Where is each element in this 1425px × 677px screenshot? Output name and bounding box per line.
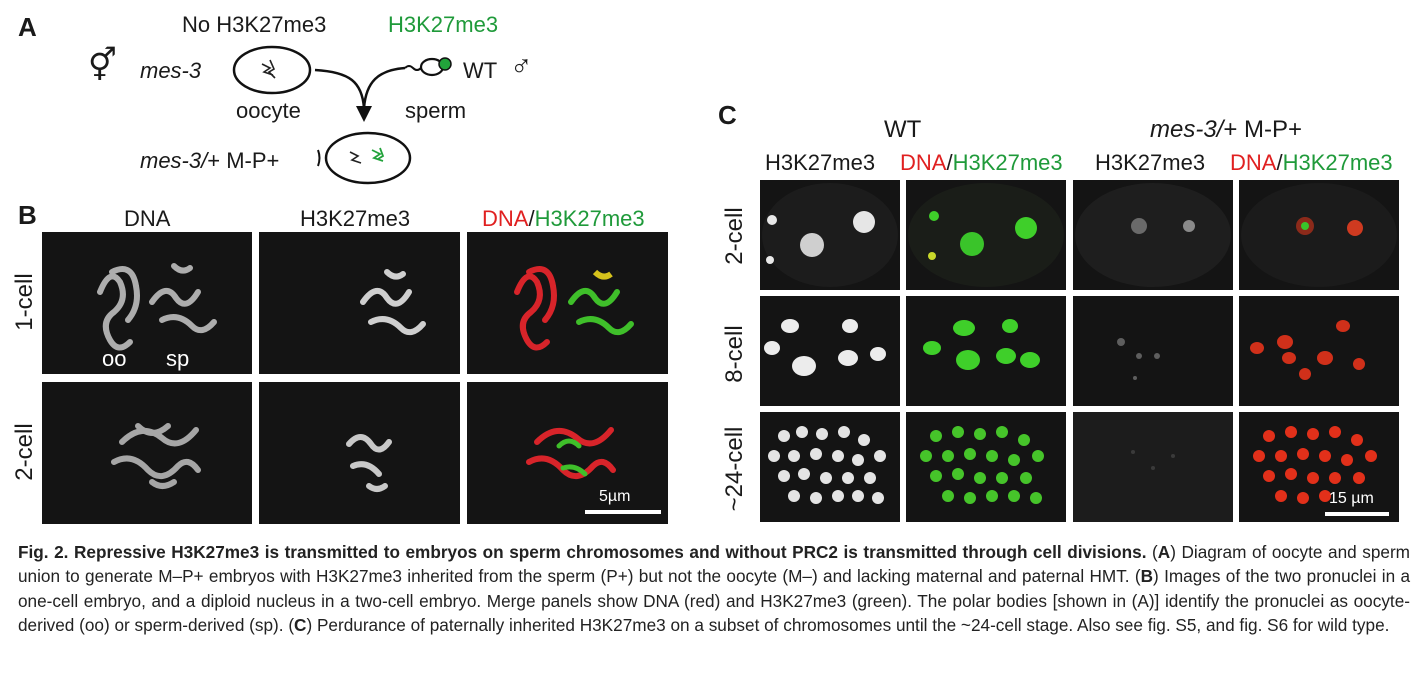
embryo-cell-icon [324, 131, 412, 185]
c-wt-header: WT [884, 116, 922, 143]
h3k27me3-label: H3K27me3 [388, 12, 499, 37]
c-row-2cell-label: 2-cell [721, 207, 748, 265]
c-mut-2cell-merge-image [1239, 180, 1399, 290]
oocyte-label: oocyte [236, 98, 301, 123]
no-h3k27me3-label: No H3K27me3 [182, 12, 327, 37]
c-wt-24cell-merge-image [906, 412, 1066, 522]
mating-diagram [232, 45, 452, 185]
c-mut-24cell-merge-image: 15 µm [1239, 412, 1399, 522]
b-2cell-merge-image: 5µm [467, 382, 668, 524]
c-col4-header: DNA/H3K27me3 [1230, 150, 1393, 176]
c-mut-8cell-merge-image [1239, 296, 1399, 406]
c-wt-2cell-merge-image [906, 180, 1066, 290]
figure-caption: Fig. 2. Repressive H3K27me3 is transmitt… [18, 540, 1410, 637]
c-wt-24cell-h3-image [760, 412, 900, 522]
panel-c-label: C [718, 100, 737, 130]
c-scale-bar [1325, 512, 1389, 516]
merge-h3-word: H3K27me3 [534, 206, 645, 231]
caption-p4: ) Perdurance of paternally inherited H3K… [306, 614, 1390, 635]
c-col2-sep: / [946, 150, 953, 175]
caption-p2: ) Diagram of oocyte and sperm union to g… [18, 542, 1410, 587]
col-merge-header: DNA/H3K27me3 [482, 206, 645, 232]
arrow-head-icon [356, 106, 372, 122]
merge-dna-word: DNA [482, 206, 529, 231]
c-col1-header: H3K27me3 [765, 150, 876, 175]
c-col4-h3: H3K27me3 [1282, 150, 1393, 175]
oo-label: oo [102, 346, 126, 371]
b-1cell-h3-image [259, 232, 460, 374]
mes3-label: mes-3 [140, 58, 202, 83]
panel-b-label: B [18, 200, 37, 230]
c-col2-h3: H3K27me3 [952, 150, 1063, 175]
sperm-label: sperm [405, 98, 467, 123]
caption-ref-a: A [1157, 542, 1171, 562]
sp-label: sp [166, 346, 189, 371]
wt-label: WT [463, 58, 498, 83]
c-mut-24cell-h3-image [1073, 412, 1233, 522]
caption-p1: ( [1146, 542, 1158, 562]
caption-title: Fig. 2. Repressive H3K27me3 is transmitt… [18, 542, 1147, 562]
caption-ref-c: C [294, 614, 307, 635]
c-scale-text: 15 µm [1329, 490, 1374, 507]
offspring-italic: mes-3/ [140, 148, 208, 173]
c-col4-sep: / [1276, 150, 1283, 175]
c-col3-header: H3K27me3 [1095, 150, 1206, 175]
c-mut-8cell-h3-image [1073, 296, 1233, 406]
c-mutant-rest: + M-P+ [1223, 116, 1303, 143]
b-2cell-dna-image [42, 382, 252, 524]
oocyte-cell-icon [232, 45, 312, 95]
c-col2-dna: DNA [900, 150, 947, 175]
col-dna-header: DNA [124, 206, 171, 231]
c-mutant-header: mes-3/+ M-P+ [1150, 116, 1302, 144]
c-col4-dna: DNA [1230, 150, 1277, 175]
c-wt-8cell-h3-image [760, 296, 900, 406]
offspring-label: mes-3/+ M-P+ [140, 148, 279, 174]
offspring-rest: + M-P+ [207, 148, 280, 173]
c-mut-2cell-h3-image [1073, 180, 1233, 290]
row-2cell-label: 2-cell [11, 423, 38, 481]
b-scale-bar [585, 510, 661, 514]
b-1cell-merge-image [467, 232, 668, 374]
caption-ref-b: B [1140, 566, 1154, 587]
male-icon: ♂ [510, 50, 533, 83]
c-mutant-italic: mes-3/ [1150, 116, 1224, 143]
arrow-from-oocyte [314, 68, 366, 109]
col-h3k27me3-header: H3K27me3 [300, 206, 411, 231]
merge-sep: / [528, 206, 535, 231]
b-2cell-h3-image [259, 382, 460, 524]
c-wt-2cell-h3-image [760, 180, 900, 290]
c-wt-8cell-merge-image [906, 296, 1066, 406]
c-row-24cell-label: ~24-cell [721, 426, 748, 512]
hermaphrodite-icon: ⚥ [88, 47, 117, 83]
caption-p3: ) Images of the two pronuclei in a one-c… [18, 566, 1411, 635]
b-scale-text: 5µm [599, 488, 631, 505]
panel-a-label: A [18, 12, 37, 42]
c-row-8cell-label: 8-cell [721, 325, 748, 383]
arrow-from-sperm [362, 66, 406, 109]
row-1cell-label: 1-cell [11, 273, 38, 331]
c-col2-header: DNA/H3K27me3 [900, 150, 1063, 176]
b-1cell-dna-image: oo sp [42, 232, 252, 374]
